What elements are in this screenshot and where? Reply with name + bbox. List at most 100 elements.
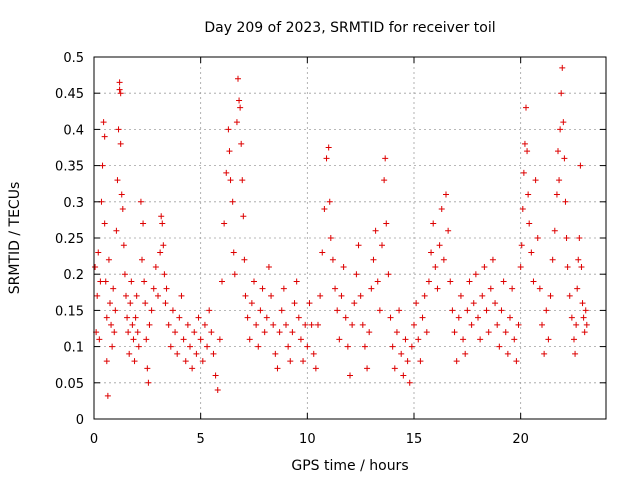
data-point bbox=[571, 336, 577, 343]
data-point bbox=[521, 140, 528, 147]
y-tick-label: 0.3 bbox=[63, 196, 84, 211]
data-point bbox=[216, 336, 223, 343]
x-axis-label: GPS time / hours bbox=[291, 458, 408, 474]
data-point bbox=[496, 343, 503, 350]
data-point bbox=[94, 292, 101, 299]
data-point bbox=[223, 169, 230, 176]
y-tick-label: 0.1 bbox=[63, 341, 84, 356]
data-point bbox=[376, 307, 383, 314]
data-point bbox=[400, 372, 407, 379]
data-point bbox=[289, 329, 296, 336]
data-point bbox=[489, 256, 496, 263]
data-point bbox=[219, 278, 225, 285]
data-point bbox=[336, 336, 343, 343]
data-point bbox=[270, 321, 277, 328]
data-point bbox=[109, 343, 116, 350]
data-point bbox=[523, 104, 529, 111]
data-point bbox=[117, 90, 124, 97]
data-point bbox=[432, 263, 439, 270]
data-point bbox=[558, 90, 565, 97]
data-point bbox=[253, 321, 260, 328]
data-point bbox=[157, 249, 164, 256]
data-point bbox=[577, 162, 584, 169]
data-point bbox=[155, 292, 161, 299]
data-point bbox=[193, 350, 200, 357]
data-point bbox=[195, 314, 202, 321]
y-tick-label: 0.2 bbox=[63, 268, 84, 283]
data-point bbox=[244, 314, 251, 321]
data-point bbox=[110, 285, 117, 292]
data-point bbox=[381, 177, 388, 184]
data-point bbox=[306, 300, 313, 307]
data-point bbox=[112, 307, 119, 314]
data-point bbox=[460, 336, 467, 343]
y-tick-label: 0.5 bbox=[63, 51, 84, 66]
data-point bbox=[287, 358, 294, 365]
data-point bbox=[178, 292, 185, 299]
data-point bbox=[519, 206, 526, 213]
data-point bbox=[246, 336, 253, 343]
data-point bbox=[551, 227, 558, 234]
data-point bbox=[308, 321, 315, 328]
data-point bbox=[445, 227, 452, 234]
data-point bbox=[517, 263, 524, 270]
data-point bbox=[423, 329, 430, 336]
data-point bbox=[321, 206, 328, 213]
data-point bbox=[142, 300, 149, 307]
data-point bbox=[485, 329, 492, 336]
data-point bbox=[92, 263, 99, 270]
data-point bbox=[411, 321, 417, 328]
data-point bbox=[421, 292, 428, 299]
data-point bbox=[468, 321, 475, 328]
data-point bbox=[498, 307, 505, 314]
data-point bbox=[583, 321, 590, 328]
data-point bbox=[372, 227, 379, 234]
data-point bbox=[575, 256, 582, 263]
data-point bbox=[129, 321, 136, 328]
data-point bbox=[263, 314, 270, 321]
data-point bbox=[472, 271, 479, 278]
x-tick-label: 5 bbox=[197, 432, 205, 447]
data-point bbox=[300, 358, 307, 365]
data-point bbox=[162, 300, 169, 307]
data-point bbox=[351, 300, 358, 307]
data-point bbox=[124, 314, 131, 321]
data-point bbox=[462, 350, 469, 357]
data-point bbox=[199, 358, 206, 365]
data-point bbox=[576, 235, 583, 241]
data-point bbox=[104, 392, 111, 399]
data-point bbox=[451, 329, 458, 336]
data-point bbox=[572, 350, 579, 357]
x-tick-label: 0 bbox=[90, 432, 98, 447]
data-point bbox=[118, 191, 125, 198]
data-point bbox=[436, 242, 443, 249]
data-point bbox=[383, 220, 390, 227]
data-point bbox=[96, 336, 103, 343]
data-point bbox=[99, 162, 106, 169]
data-point bbox=[238, 140, 245, 147]
data-point bbox=[417, 358, 424, 365]
data-point bbox=[148, 307, 155, 314]
data-point bbox=[231, 271, 238, 278]
data-point bbox=[226, 148, 233, 155]
data-point bbox=[257, 307, 264, 314]
data-point bbox=[524, 148, 531, 155]
data-point bbox=[355, 242, 362, 249]
data-point bbox=[144, 365, 151, 372]
data-point bbox=[357, 292, 364, 299]
data-point bbox=[511, 336, 518, 343]
data-point bbox=[393, 329, 400, 336]
data-point bbox=[137, 198, 144, 205]
data-point bbox=[391, 365, 398, 372]
data-point bbox=[132, 314, 139, 321]
y-tick-label: 0 bbox=[76, 413, 84, 428]
data-point bbox=[509, 285, 516, 292]
data-point bbox=[359, 321, 366, 328]
y-axis-label: SRMTID / TECUs bbox=[7, 182, 23, 295]
data-point bbox=[557, 126, 564, 133]
grid-lines bbox=[94, 57, 606, 419]
data-point bbox=[115, 126, 122, 133]
data-point bbox=[453, 358, 460, 365]
data-point bbox=[239, 177, 246, 184]
